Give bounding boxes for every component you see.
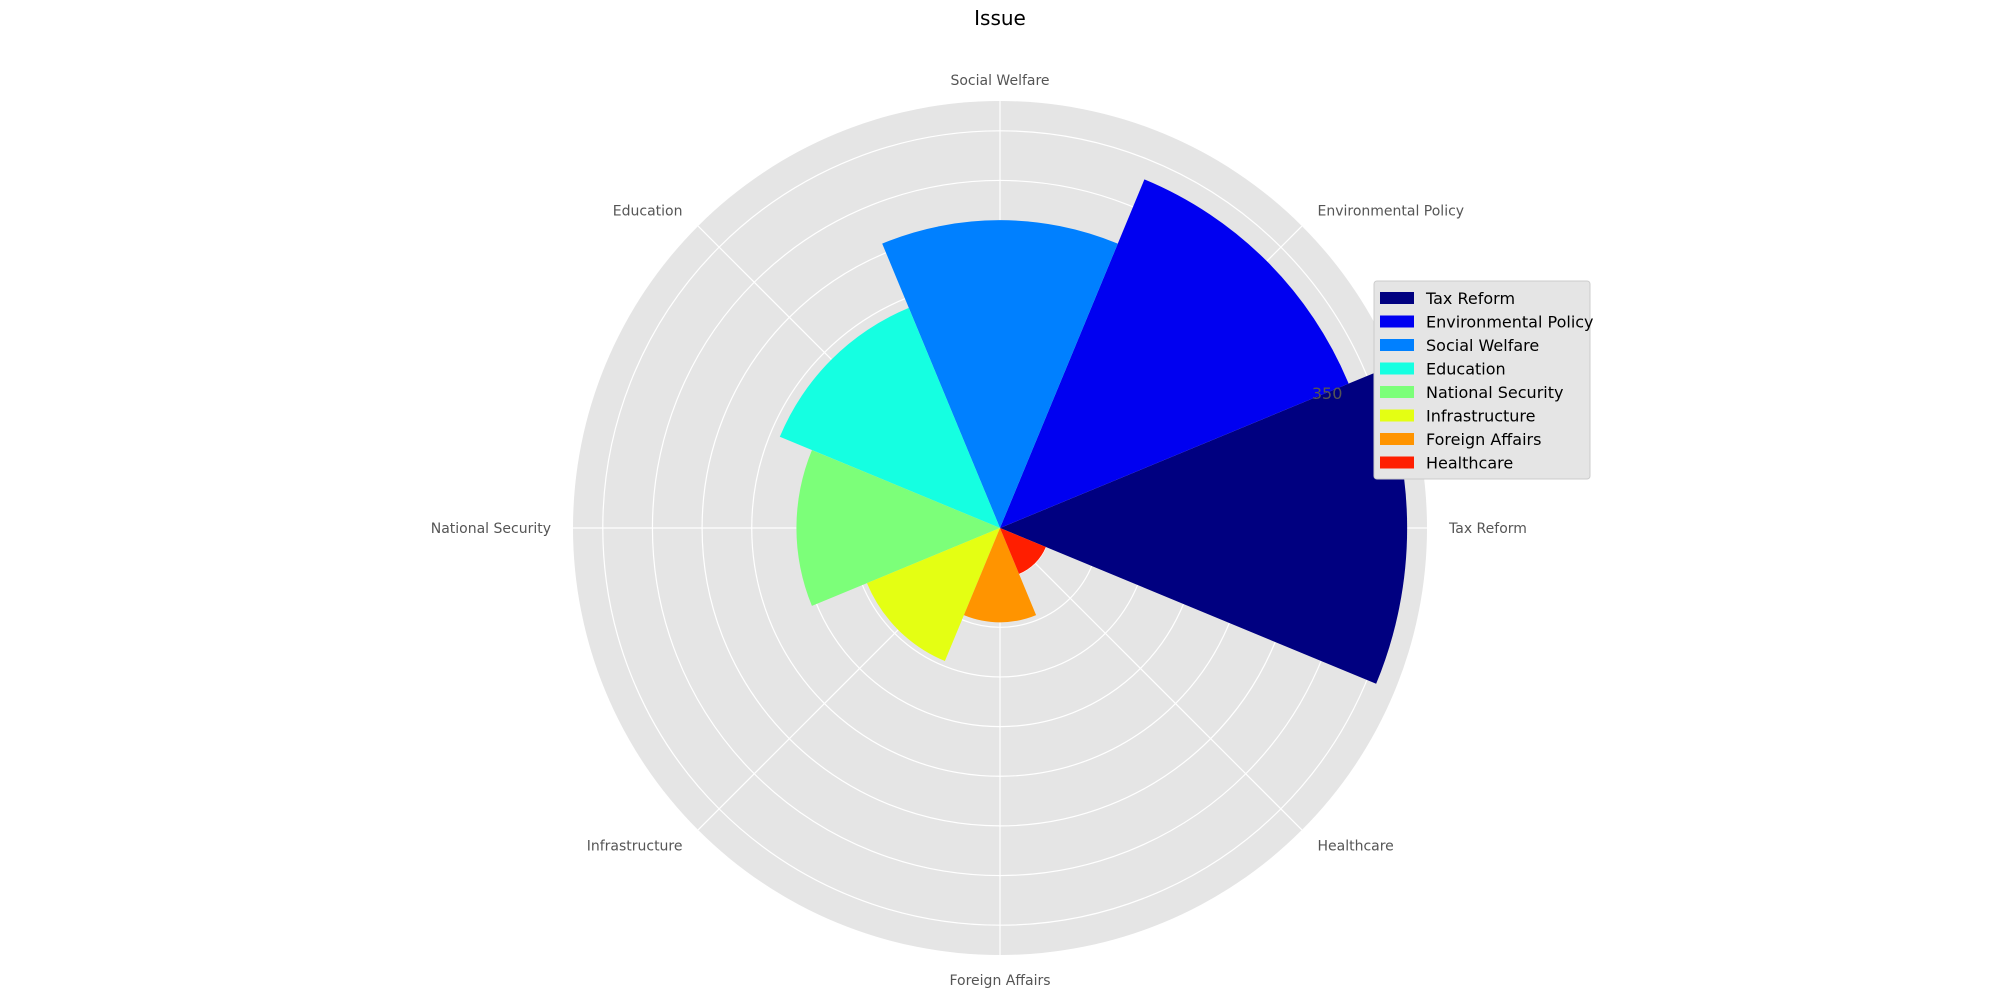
category-label: Environmental Policy xyxy=(1317,204,1464,220)
legend-label: Foreign Affairs xyxy=(1426,430,1541,449)
legend-label: Healthcare xyxy=(1426,454,1513,473)
legend-label: Environmental Policy xyxy=(1426,313,1594,332)
legend-swatch xyxy=(1380,292,1414,304)
legend-swatch xyxy=(1380,433,1414,445)
wedge-infrastructure xyxy=(866,528,1000,662)
legend-label: Tax Reform xyxy=(1425,289,1515,308)
wedge-environmental-policy xyxy=(1000,179,1349,529)
legend-swatch xyxy=(1380,456,1414,469)
legend: Tax Reform Environmental Policy Social Wel… xyxy=(1373,280,1594,480)
legend-swatch xyxy=(1380,386,1414,398)
category-label: Foreign Affairs xyxy=(949,973,1050,989)
wedge-education xyxy=(779,307,1000,528)
category-label: Infrastructure xyxy=(587,838,683,854)
wedge-tax-reform xyxy=(1000,372,1408,684)
legend-label: Infrastructure xyxy=(1426,407,1535,426)
category-label: Education xyxy=(613,204,683,220)
radial-tick-label: 350 xyxy=(1312,384,1343,403)
legend-box xyxy=(1373,280,1591,480)
legend-swatch xyxy=(1380,315,1414,328)
category-label: Tax Reform xyxy=(1448,521,1527,537)
category-label: Social Welfare xyxy=(950,73,1049,89)
wedge-foreign-affairs xyxy=(963,528,1037,623)
plot-area: 350 Tax Reform Environmental Policy Social … xyxy=(431,73,1527,989)
category-label: National Security xyxy=(431,521,551,537)
legend-swatch xyxy=(1380,362,1414,375)
legend-label: Education xyxy=(1426,360,1506,379)
chart-title: Issue xyxy=(974,6,1026,30)
legend-label: Social Welfare xyxy=(1426,336,1539,355)
legend-swatch xyxy=(1380,409,1414,422)
angular-gridline xyxy=(999,527,1303,831)
category-label: Healthcare xyxy=(1317,838,1393,854)
legend-swatch xyxy=(1380,339,1414,351)
wedge-healthcare xyxy=(1000,528,1046,574)
wedge-social-welfare xyxy=(882,220,1118,529)
legend-label: National Security xyxy=(1426,383,1563,402)
wedge-national-security xyxy=(796,450,1000,606)
